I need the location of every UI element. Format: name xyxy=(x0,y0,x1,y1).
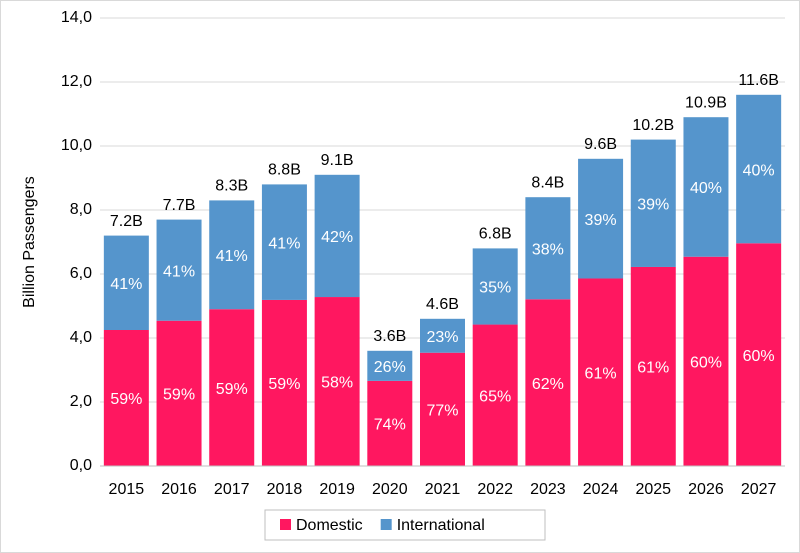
share-label: 59% xyxy=(216,381,248,398)
total-label: 9.1B xyxy=(321,152,354,169)
y-tick-label: 8,0 xyxy=(70,201,92,218)
total-label: 8.8B xyxy=(268,162,301,179)
bar-segment xyxy=(261,184,307,300)
total-label: 3.6B xyxy=(373,328,406,345)
share-label: 65% xyxy=(479,388,511,405)
total-label: 7.2B xyxy=(110,213,143,230)
share-label: 35% xyxy=(479,280,511,297)
legend-swatch xyxy=(380,519,392,530)
total-label: 11.6B xyxy=(738,72,779,89)
total-label: 8.4B xyxy=(531,174,564,191)
total-label: 9.6B xyxy=(584,136,617,153)
total-label: 8.3B xyxy=(215,178,248,195)
bar-segment xyxy=(420,318,465,353)
share-label: 41% xyxy=(268,235,300,252)
share-label: 41% xyxy=(163,263,195,280)
y-tick-label: 12,0 xyxy=(61,73,92,90)
y-tick-label: 14,0 xyxy=(61,9,92,26)
y-tick-label: 6,0 xyxy=(70,265,92,282)
share-label: 61% xyxy=(585,365,617,382)
legend-box xyxy=(264,509,546,541)
bar-segment xyxy=(209,309,255,466)
share-label: 39% xyxy=(637,196,669,213)
y-tick-label: 4,0 xyxy=(70,329,92,346)
share-label: 77% xyxy=(426,403,458,420)
share-label: 42% xyxy=(321,229,353,246)
share-label: 26% xyxy=(374,359,406,376)
bar-segment xyxy=(525,299,571,466)
bar-segment xyxy=(156,320,202,466)
bar-segment xyxy=(578,278,624,466)
total-label: 7.7B xyxy=(163,197,196,214)
bar-segment xyxy=(420,352,465,466)
bar-segment xyxy=(630,266,676,466)
share-label: 74% xyxy=(374,417,406,434)
share-label: 62% xyxy=(532,376,564,393)
x-tick-label: 2022 xyxy=(477,481,513,498)
total-label: 4.6B xyxy=(426,296,459,313)
share-label: 41% xyxy=(216,248,248,265)
bar-segment xyxy=(314,297,360,466)
bar-segment xyxy=(472,248,518,325)
bar-segment xyxy=(314,174,360,298)
x-tick-label: 2020 xyxy=(372,481,408,498)
bar-segment xyxy=(525,197,571,300)
bar-segment xyxy=(367,350,413,381)
share-label: 60% xyxy=(690,355,722,372)
share-label: 40% xyxy=(743,162,775,179)
y-tick-label: 2,0 xyxy=(70,393,92,410)
bar-segment xyxy=(736,243,782,466)
x-tick-label: 2018 xyxy=(267,481,303,498)
share-label: 38% xyxy=(532,241,564,258)
share-label: 41% xyxy=(110,276,142,293)
x-tick-label: 2021 xyxy=(425,481,461,498)
y-tick-label: 10,0 xyxy=(61,137,92,154)
y-axis-label: Billion Passengers xyxy=(21,176,38,308)
total-label: 6.8B xyxy=(479,226,512,243)
x-tick-label: 2017 xyxy=(214,481,250,498)
x-tick-label: 2015 xyxy=(109,481,145,498)
x-tick-label: 2019 xyxy=(319,481,355,498)
x-tick-label: 2026 xyxy=(688,481,724,498)
x-tick-label: 2016 xyxy=(161,481,197,498)
share-label: 61% xyxy=(637,360,669,377)
x-tick-label: 2024 xyxy=(583,481,619,498)
bar-segment xyxy=(103,235,149,330)
bar-segment xyxy=(630,139,676,267)
x-tick-label: 2027 xyxy=(741,481,777,498)
total-label: 10.2B xyxy=(632,117,674,134)
bar-segment xyxy=(156,219,202,321)
bar-segment xyxy=(578,158,624,279)
x-tick-label: 2023 xyxy=(530,481,566,498)
bar-segment xyxy=(261,299,307,466)
share-label: 59% xyxy=(110,391,142,408)
bar-segment xyxy=(736,94,782,244)
share-label: 23% xyxy=(426,329,458,346)
bar-segment xyxy=(209,200,255,310)
y-tick-label: 0,0 xyxy=(70,457,92,474)
bar-segment xyxy=(472,324,518,466)
total-label: 10.9B xyxy=(685,94,727,111)
bar-segment xyxy=(683,117,729,257)
bar-segment xyxy=(367,380,413,466)
share-label: 60% xyxy=(743,348,775,365)
x-tick-label: 2025 xyxy=(635,481,671,498)
bar-segment xyxy=(103,330,149,466)
share-label: 59% xyxy=(163,387,195,404)
bar-segment xyxy=(683,256,729,466)
share-label: 40% xyxy=(690,180,722,197)
share-label: 39% xyxy=(585,212,617,229)
share-label: 59% xyxy=(268,376,300,393)
legend-swatch xyxy=(280,519,291,530)
legend-label: Domestic xyxy=(296,517,363,534)
share-label: 58% xyxy=(321,375,353,392)
legend-label: International xyxy=(397,517,485,534)
